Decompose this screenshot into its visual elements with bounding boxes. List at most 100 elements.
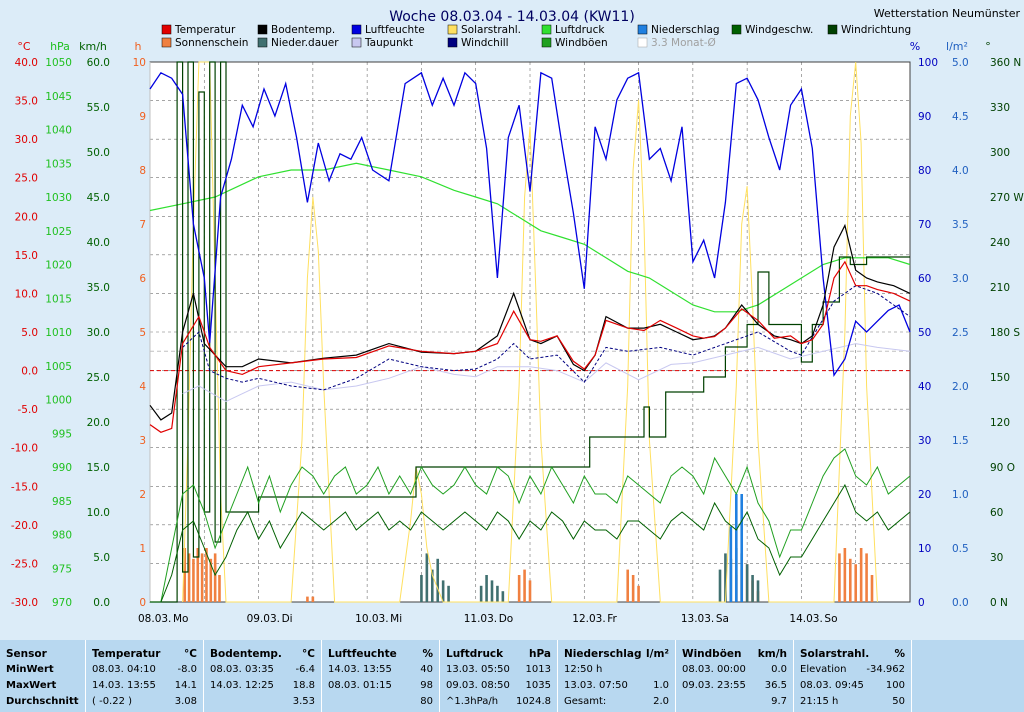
legend-swatch [637,24,648,35]
series-line-Taupunkt [182,343,911,402]
tick-label-percent: 0 [918,597,925,609]
stats-when: 08.03. 01:15 [328,680,392,691]
stats-column: Bodentemp. °C 08.03. 03:35 -6.4 14.03. 12:25… [204,640,322,712]
tick-label-lm2: 1.0 [952,489,969,501]
tick-label-hpa: 1050 [45,57,72,69]
stats-column: Temperatur °C 08.03. 04:10 -8.0 14.03. 13:55… [86,640,204,712]
stats-when: 08.03. 04:10 [92,664,156,675]
stats-column: Windböen km/h 08.03. 00:00 0.0 09.03. 23:55 3… [676,640,794,712]
bar-Sonnenschein [523,569,526,602]
tick-label-hpa: 1025 [45,226,72,238]
legend-swatch [257,24,268,35]
bar-Sonnenschein [196,548,200,602]
stats-row: 12:50 h [564,664,669,680]
weather-chart: Woche 08.03.04 - 14.03.04 (KW11) Wetters… [10,7,1024,625]
stats-unit: °C [184,648,197,660]
tick-label-hours: 3 [139,435,146,447]
series-line-Windchill [182,285,911,391]
tick-label-hpa: 1030 [45,192,72,204]
bar-Sonnenschein [213,553,217,602]
tick-label-hpa: 1000 [45,395,72,407]
stats-value: 36.5 [764,680,787,691]
tick-label-deg: 30 [990,552,1003,564]
x-tick-day: Mo [173,613,188,625]
legend: Temperatur Bodentemp. Luftfeuchte Solarstra… [161,24,911,49]
bar-Nieder.dauer [485,575,488,602]
stats-when: 13.03. 05:50 [446,664,510,675]
tick-label-kmh: 45.0 [87,192,110,204]
stats-value: 3.53 [292,696,315,707]
tick-label-hpa: 980 [52,530,72,542]
tick-label-percent: 70 [918,219,931,231]
tick-label-deg: 270 W [990,192,1024,204]
tick-label-hpa: 1045 [45,91,72,103]
bar-Nieder.dauer [430,569,434,602]
x-tick-day: So [824,613,837,625]
series-line-Windrichtung [150,61,910,603]
bar-Sonnenschein [838,553,841,602]
stats-column: Luftdruck hPa 13.03. 05:50 1013 09.03. 08:50… [440,640,558,712]
bar-Niederschlag [740,494,744,602]
tick-label-temp: -20.0 [11,520,38,532]
bar-Niederschlag [734,494,738,602]
bar-Sonnenschein [637,585,640,602]
tick-label-temp: -5.0 [18,404,39,416]
legend-swatch [731,24,742,35]
legend-label: Luftfeuchte [365,24,425,36]
bar-Nieder.dauer [756,580,760,602]
tick-label-temp: 35.0 [15,96,38,108]
series-line-Luftfeuchte [149,71,911,378]
series-line-Temperatur [149,260,911,433]
x-tick-day: Fr [607,613,617,625]
stats-panel: Sensor MinWert MaxWert Durchschnitt Temperat… [0,640,1024,712]
stats-header: Luftfeuchte% [328,648,433,660]
tick-label-temp: -25.0 [11,558,38,570]
stats-row: 9.7 [682,696,787,712]
unit-hpa: hPa [50,40,70,53]
stats-row: 80 [328,696,433,712]
tick-label-percent: 50 [918,327,931,339]
stats-header: Niederschlag l/m² [564,648,669,660]
legend-label: Windchill [461,37,509,49]
x-tick-date: 08.03. [138,613,171,625]
legend-label: Bodentemp. [271,24,335,36]
stats-unit: hPa [529,648,551,660]
series-line-Solarstrahl. [182,61,878,603]
tick-label-lm2: 2.5 [952,327,969,339]
stats-when: 14.03. 13:55 [92,680,156,691]
tick-label-hours: 7 [139,219,146,231]
stats-row-label: Durchschnitt [6,696,79,712]
tick-label-hpa: 1035 [45,158,72,170]
x-tick-day: Sa [716,613,729,625]
stats-value: 80 [420,696,433,707]
tick-label-hours: 6 [139,273,146,285]
bar-Sonnenschein [311,596,315,602]
tick-label-hours: 10 [133,57,146,69]
stats-row: Gesamt: 2.0 [564,696,669,712]
stats-row: 13.03. 05:50 1013 [446,664,551,680]
tick-label-hpa: 970 [52,597,72,609]
bar-Sonnenschein [187,553,191,602]
stats-row-label: MinWert [6,664,79,680]
tick-label-hpa: 1020 [45,260,72,272]
tick-label-temp: -30.0 [11,597,38,609]
series-line-Luftdruck [149,162,911,313]
tick-label-percent: 20 [918,489,931,501]
tick-label-hours: 8 [139,165,146,177]
tick-label-deg: 240 [990,237,1010,249]
x-tick-date: 14.03. [789,613,822,625]
stats-value: 100 [885,680,905,691]
stats-when: 14.03. 13:55 [328,664,392,675]
tick-label-deg: 150 [990,372,1010,384]
tick-label-deg: 300 [990,147,1010,159]
tick-label-kmh: 60.0 [87,57,110,69]
stats-row: 3.53 [210,696,315,712]
bar-Sonnenschein [631,575,635,602]
stats-value: 1035 [525,680,551,691]
stats-header: Temperatur °C [92,648,197,660]
legend-swatch [827,24,838,35]
bar-Sonnenschein [218,575,221,602]
tick-label-hours: 4 [139,381,146,393]
bar-Sonnenschein [205,548,208,602]
stats-column: Solarstrahl.% Elevation -34.962 08.03. 09:4… [794,640,912,712]
